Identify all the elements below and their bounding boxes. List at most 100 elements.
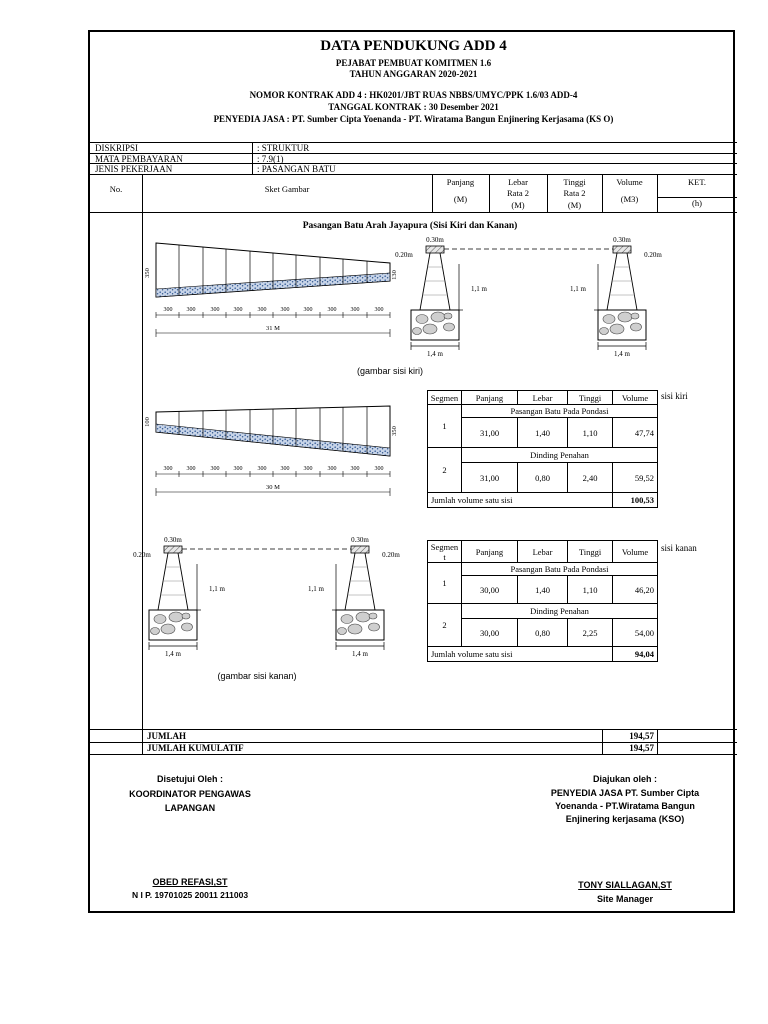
cell-volume: 54,00 (612, 618, 658, 647)
svg-text:300: 300 (187, 307, 196, 313)
section-label: Pasangan Batu Pada Pondasi (461, 404, 658, 418)
base-width-label: 1,4 m (427, 350, 444, 358)
svg-text:300: 300 (258, 466, 267, 472)
info-value: : STRUKTUR (257, 143, 310, 153)
jumlah-value: 194,57 (629, 731, 654, 741)
total-value: 94,04 (612, 646, 658, 662)
wall-height-label: 1,1 m (308, 585, 325, 593)
col-header-tinggi: Tinggi Rata 2 (M) (547, 174, 602, 212)
cross-section-right (594, 245, 647, 350)
seg-header: Panjang (461, 390, 518, 405)
total-length-label: 31 M (266, 325, 280, 332)
col-header-ket-unit: (h) (692, 198, 702, 209)
contract-date: TANGGAL KONTRAK : 30 Desember 2021 (328, 102, 499, 112)
cell-panjang: 31,00 (461, 417, 518, 448)
wall-height-label: 1,1 m (209, 585, 226, 593)
caption-sisi-kanan: (gambar sisi kanan) (217, 671, 297, 681)
base-width-label: 1,4 m (352, 650, 369, 658)
seg-header: Volume (612, 540, 658, 563)
grid-line (90, 212, 737, 213)
side-thickness-label: 0.20m (382, 551, 400, 559)
approver-nip: N I P. 19701025 20011 211003 (131, 890, 249, 900)
seg-header: Lebar (517, 540, 568, 563)
cross-section-sisi-kiri-drawing: 0.30m 0.30m 0.20m 0.20m 1,1 m 1,1 m 1,4 … (395, 236, 662, 358)
segment-dimensions: 300 300 300 300 300 300 300 300 300 300 (164, 307, 384, 313)
svg-text:300: 300 (304, 307, 313, 313)
svg-text:300: 300 (281, 307, 290, 313)
submitter-title: Site Manager (596, 894, 654, 904)
svg-text:300: 300 (375, 466, 384, 472)
segment-number: 1 (427, 562, 462, 604)
side-note-kiri: sisi kiri (661, 391, 688, 401)
wall-height-label: 1,1 m (471, 285, 488, 293)
page-title: DATA PENDUKUNG ADD 4 (320, 38, 507, 54)
approver-name: OBED REFASI,ST (152, 877, 228, 887)
grid-line (90, 754, 737, 755)
volume-table-sisi-kiri: Segmen Panjang Lebar Tinggi Volume 1 Pas… (427, 390, 658, 508)
col-header-panjang-l1: Panjang (446, 177, 475, 187)
svg-text:300: 300 (211, 466, 220, 472)
col-header-ket: KET. (h) (657, 174, 737, 212)
cell-volume: 46,20 (612, 575, 658, 604)
col-header-tinggi-unit: (M) (567, 199, 582, 210)
submitter-company-3: Enjinering kerjasama (KSO) (565, 814, 685, 824)
provider-line: PENYEDIA JASA : PT. Sumber Cipta Yoenand… (213, 114, 614, 124)
top-width-label: 0.30m (613, 236, 631, 244)
dimension-ticks (155, 312, 391, 337)
cell-tinggi: 1,10 (567, 417, 613, 448)
cell-volume: 59,52 (612, 462, 658, 493)
volume-table-sisi-kanan: Segmen t Panjang Lebar Tinggi Volume 1 P… (427, 540, 658, 662)
col-header-no-label: No. (109, 184, 123, 194)
submitter-company-2: Yoenanda - PT.Wiratama Bangun (555, 801, 695, 811)
wall-height-label: 1,1 m (570, 285, 587, 293)
submitted-by-label: Diajukan oleh : (592, 774, 657, 784)
segment-number: 2 (427, 447, 462, 493)
seg-header: Segmen t (427, 540, 462, 563)
svg-text:300: 300 (328, 307, 337, 313)
submitter-company-1: PENYEDIA JASA PT. Sumber Cipta (550, 788, 700, 798)
grid-line (90, 142, 737, 143)
segment-dimensions: 300 300 300 300 300 300 300 300 300 300 (164, 466, 384, 472)
cell-volume: 47,74 (612, 417, 658, 448)
grid-line (90, 163, 737, 165)
svg-text:300: 300 (234, 466, 243, 472)
grid-line (90, 152, 737, 154)
col-header-volume-unit: (M3) (620, 194, 639, 205)
col-header-lebar-l2: Rata 2 (507, 188, 529, 199)
grid-line (90, 742, 737, 743)
dimension-ticks (155, 471, 391, 496)
height-label: 350 (144, 268, 151, 278)
col-header-tinggi-l2: Rata 2 (563, 188, 586, 199)
segment-lines (178, 245, 368, 295)
elevation-sisi-kiri-drawing: 350 130 300 300 300 300 300 300 300 300 300 3… (144, 242, 398, 337)
grid-line (657, 174, 658, 212)
caption-sisi-kiri: (gambar sisi kiri) (356, 366, 423, 376)
seg-header: Panjang (461, 540, 518, 563)
grid-line (602, 174, 603, 212)
section-label: Dinding Penahan (461, 603, 658, 619)
cross-section-sisi-kanan-drawing: 0.30m 0.30m 0.20m 0.20m 1,1 m 1,1 m 1,4 … (133, 536, 400, 658)
col-header-lebar-l1: Lebar (508, 177, 528, 187)
col-header-ket-l1: KET. (687, 177, 707, 187)
svg-text:300: 300 (187, 466, 196, 472)
info-value: : PASANGAN BATU (257, 164, 336, 174)
svg-text:300: 300 (234, 307, 243, 313)
section-label: Dinding Penahan (461, 447, 658, 463)
side-thickness-label: 0.20m (133, 551, 151, 559)
grid-line (90, 729, 737, 730)
jumlah-kumulatif-label: JUMLAH KUMULATIF (147, 743, 244, 753)
base-width-label: 1,4 m (614, 350, 631, 358)
col-header-tinggi-l1: Tinggi (563, 177, 586, 187)
col-header-sket-label: Sket Gambar (264, 184, 310, 194)
top-width-label: 0.30m (164, 536, 182, 544)
approver-role-2: LAPANGAN (164, 803, 216, 813)
cell-lebar: 0,80 (517, 462, 568, 493)
cell-lebar: 0,80 (517, 618, 568, 647)
segment-number: 1 (427, 404, 462, 448)
svg-text:300: 300 (258, 307, 267, 313)
svg-text:300: 300 (351, 307, 360, 313)
svg-text:300: 300 (375, 307, 384, 313)
info-label: MATA PEMBAYARAN (95, 153, 183, 164)
seg-header: Volume (612, 390, 658, 405)
